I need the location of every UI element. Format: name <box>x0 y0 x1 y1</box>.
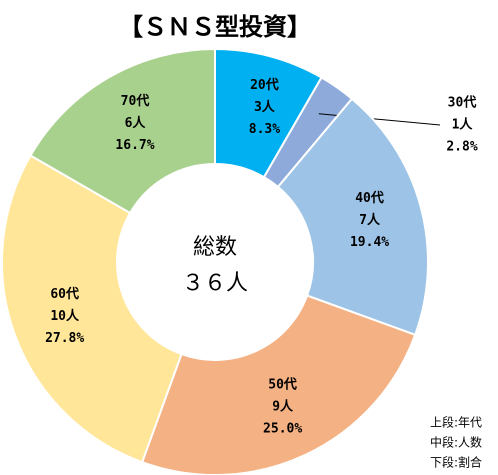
slice-category: 30代 <box>448 95 477 111</box>
slice <box>140 294 417 475</box>
slice-count: 1人 <box>452 117 474 133</box>
slice-count: 7人 <box>359 212 381 228</box>
slice-percent: 19.4% <box>350 235 389 250</box>
slice <box>1 154 183 464</box>
slice-count: 9人 <box>272 399 294 415</box>
note: 上段:年代 <box>430 415 482 430</box>
slice-percent: 8.3% <box>249 122 280 137</box>
note: 下段:割合 <box>430 455 482 470</box>
slice-percent: 2.8% <box>446 140 477 155</box>
slice-category: 20代 <box>250 77 279 93</box>
slice-percent: 16.7% <box>115 138 154 153</box>
note: 中段:人数 <box>430 435 482 450</box>
slice-category: 70代 <box>121 93 150 109</box>
slice-category: 40代 <box>355 190 384 206</box>
slice-count: 10人 <box>50 308 80 324</box>
slice <box>276 97 429 337</box>
center-total: ３６人 <box>182 271 248 296</box>
slice-percent: 27.8% <box>45 331 84 346</box>
slice-category: 50代 <box>268 377 297 393</box>
slice-count: 3人 <box>254 99 276 115</box>
slice-count: 6人 <box>125 115 147 131</box>
chart-title: 【ＳＮＳ型投資】 <box>119 13 311 41</box>
center-label: 総数 <box>193 235 237 260</box>
slice-category: 60代 <box>50 286 79 302</box>
slice-percent: 25.0% <box>263 422 302 437</box>
slice <box>29 47 216 215</box>
